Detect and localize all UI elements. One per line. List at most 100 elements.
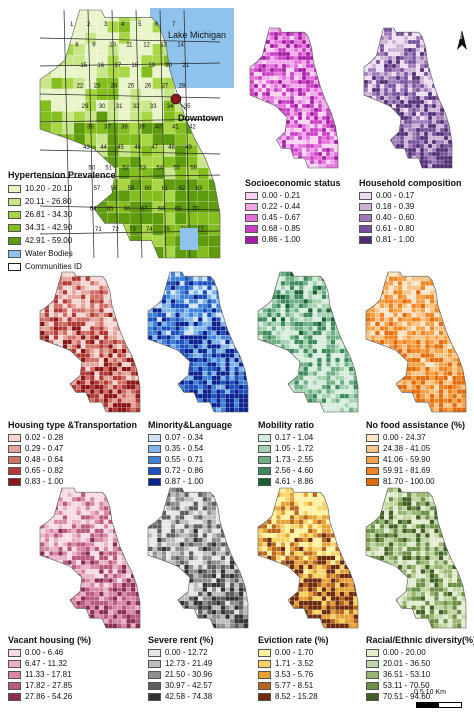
census-tract — [443, 398, 449, 404]
census-tract — [85, 366, 91, 372]
census-tract — [80, 505, 86, 511]
census-tract — [330, 344, 336, 350]
census-tract — [130, 533, 136, 539]
census-tract — [175, 339, 181, 345]
census-tract — [85, 524, 91, 529]
census-tract — [301, 71, 307, 77]
census-tract — [438, 366, 444, 372]
census-tract — [366, 330, 371, 336]
census-tract — [403, 163, 409, 168]
census-tract — [80, 402, 86, 408]
census-tract — [348, 398, 354, 404]
census-tract — [148, 330, 153, 336]
census-tract — [280, 348, 286, 354]
census-tract — [273, 155, 279, 161]
census-tract — [152, 190, 165, 202]
census-tract — [216, 357, 222, 363]
census-tract — [329, 59, 335, 65]
census-tract — [117, 312, 123, 318]
census-tract — [121, 537, 127, 543]
census-tract — [243, 402, 248, 408]
census-tract — [285, 362, 291, 368]
census-tract — [73, 178, 86, 191]
census-tract — [309, 28, 315, 33]
census-tract — [130, 510, 136, 516]
census-tract — [419, 79, 425, 85]
census-tract — [435, 47, 441, 53]
census-tract — [126, 380, 132, 386]
census-tract — [374, 384, 380, 390]
census-tract — [321, 344, 327, 350]
census-tract — [301, 107, 307, 113]
census-tract — [438, 326, 444, 332]
census-tract — [175, 357, 181, 363]
census-tract — [431, 71, 437, 77]
census-tract — [367, 67, 373, 73]
census-tract — [225, 294, 231, 300]
census-tract — [67, 510, 73, 516]
census-tract — [58, 326, 64, 332]
census-tract — [379, 163, 385, 168]
census-tract — [112, 285, 118, 291]
census-tract — [281, 28, 287, 33]
census-tract — [317, 155, 323, 161]
census-tract — [387, 47, 393, 53]
census-tract — [262, 289, 268, 295]
census-tract — [415, 135, 421, 141]
census-tract — [262, 344, 268, 350]
census-tract — [48, 492, 54, 498]
census-tract — [364, 147, 369, 153]
census-tract — [108, 398, 114, 404]
census-tract — [108, 348, 114, 354]
census-tract — [80, 348, 86, 354]
census-tract — [161, 384, 167, 390]
census-tract — [58, 510, 64, 516]
census-tract — [73, 10, 86, 22]
census-tract — [391, 63, 397, 69]
census-tract — [387, 159, 393, 165]
census-tract — [391, 131, 397, 137]
census-tract — [44, 371, 50, 377]
census-tract — [202, 335, 208, 341]
census-tract — [271, 272, 277, 277]
census-tract — [193, 317, 199, 323]
census-tract — [452, 289, 458, 295]
census-tract — [415, 163, 421, 168]
census-tract — [67, 339, 73, 345]
census-tract — [344, 362, 350, 368]
census-tract — [391, 115, 397, 121]
census-tract — [438, 272, 444, 277]
census-tract — [161, 380, 167, 386]
census-tract — [265, 159, 271, 165]
census-tract — [339, 398, 345, 404]
census-tract — [435, 163, 441, 168]
census-tract — [387, 87, 393, 93]
census-tract — [403, 127, 409, 133]
census-tract — [439, 127, 445, 133]
census-tract — [206, 348, 212, 354]
census-tract — [407, 47, 413, 53]
census-tract — [313, 119, 319, 125]
census-tract — [108, 384, 114, 390]
census-tract — [253, 115, 259, 121]
census-tract — [67, 285, 73, 291]
census-tract — [329, 87, 335, 93]
census-tract — [419, 95, 425, 101]
census-tract — [202, 294, 208, 300]
census-tract — [367, 99, 373, 105]
census-tract — [71, 398, 77, 404]
census-tract — [443, 139, 449, 145]
community-id-label: 61 — [162, 186, 169, 192]
census-tract — [53, 312, 59, 318]
census-tract — [321, 285, 327, 291]
census-tract — [452, 362, 458, 368]
census-tract — [193, 384, 199, 390]
census-tract — [67, 280, 73, 286]
census-tract — [266, 312, 272, 318]
census-tract — [184, 308, 190, 313]
census-tract — [447, 115, 452, 121]
census-tract — [393, 357, 399, 363]
census-tract — [339, 308, 345, 313]
census-tract — [370, 389, 376, 395]
census-tract — [257, 135, 263, 141]
